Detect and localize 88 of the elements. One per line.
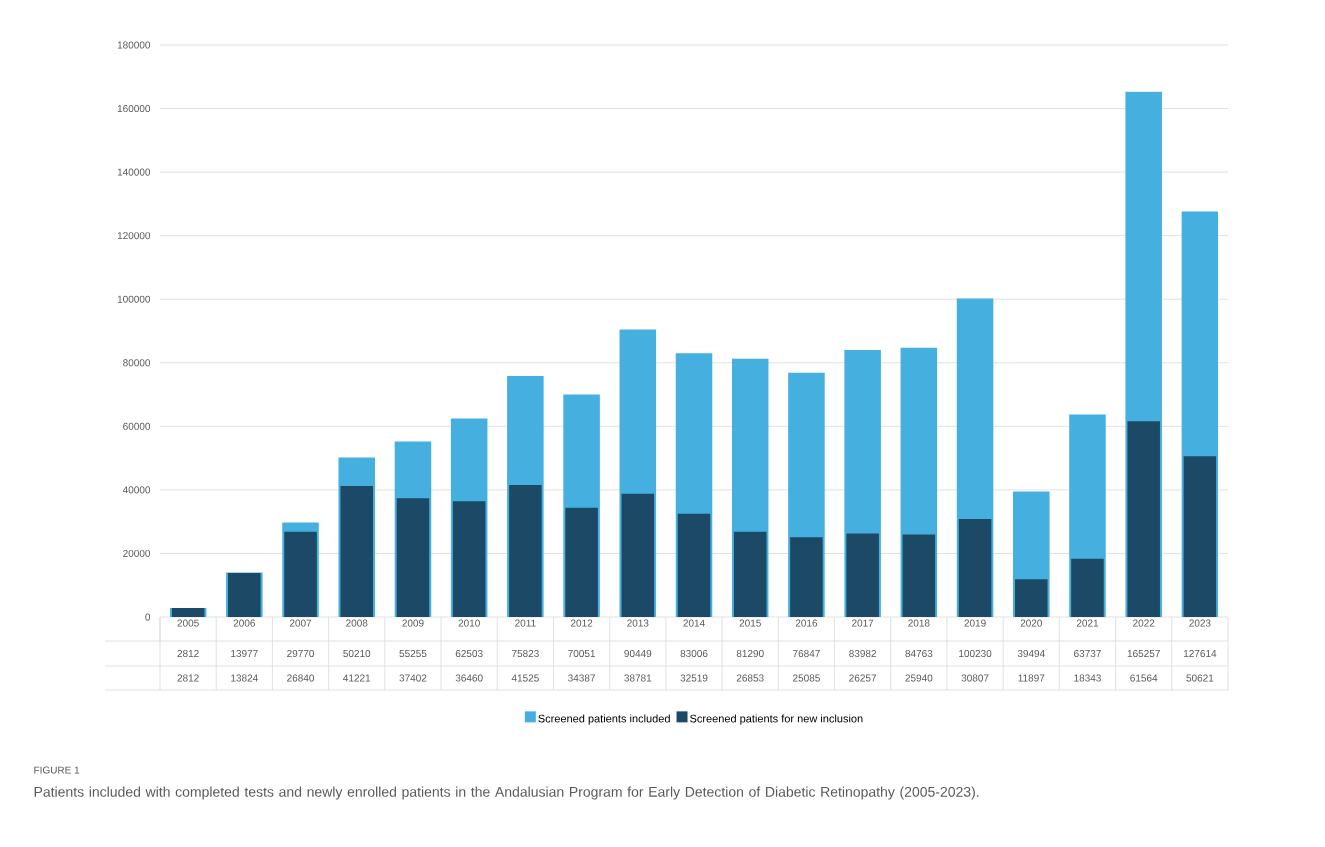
data-label: 36460	[455, 674, 483, 682]
data-label: 83982	[849, 649, 877, 658]
bar	[677, 513, 711, 617]
data-label: 55255	[399, 649, 427, 658]
bar	[284, 531, 317, 617]
y-tick-label: 140000	[117, 168, 151, 176]
data-label: 75823	[511, 649, 539, 658]
x-tick-label: 2022	[1133, 619, 1155, 627]
bar	[565, 507, 598, 617]
data-label: 32519	[680, 674, 708, 682]
x-tick-label: 2016	[795, 619, 818, 627]
text: Patients included with completed tests and newly enrolled patients in the Andalusian Program for Early Detection of Diabetic Retinopathy (2005-2023).	[34, 786, 979, 800]
data-label: 26257	[849, 674, 877, 682]
bar	[621, 493, 655, 617]
bar	[958, 519, 992, 617]
x-tick-label: 2014	[683, 619, 705, 627]
bar	[733, 531, 767, 617]
x-tick-label: 2007	[289, 619, 312, 627]
bar	[340, 486, 374, 617]
x-tick-label: 2009	[402, 619, 424, 627]
data-label: 2812	[177, 649, 199, 658]
data-label: 50621	[1186, 674, 1214, 682]
data-label: 29770	[287, 649, 315, 658]
data-label: 26840	[287, 674, 315, 682]
y-tick-label: 20000	[123, 549, 151, 557]
bar	[1127, 421, 1160, 617]
bar	[509, 485, 542, 617]
data-label: 37402	[399, 674, 427, 682]
x-tick-label: 2015	[739, 619, 761, 627]
legend-label: Screened patients for new inclusion	[690, 714, 863, 725]
x-tick-label: 2013	[627, 619, 649, 627]
y-tick-label: 160000	[117, 105, 151, 113]
y-tick-label: 180000	[117, 41, 151, 49]
data-label: 61564	[1130, 674, 1158, 682]
y-tick-label: 60000	[123, 422, 151, 430]
data-label: 39494	[1017, 649, 1045, 658]
data-label: 41525	[511, 674, 539, 682]
x-tick-label: 2006	[233, 619, 255, 627]
data-label: 165257	[1127, 649, 1160, 658]
bar	[452, 501, 486, 617]
data-label: 38781	[624, 674, 652, 682]
y-tick-label: 80000	[123, 359, 151, 367]
data-label: 25940	[905, 674, 933, 682]
y-tick-label: 120000	[117, 232, 151, 240]
data-label: 18343	[1074, 674, 1101, 682]
data-label: 26853	[736, 674, 764, 682]
x-tick-label: 2005	[177, 619, 199, 627]
data-label: 81290	[736, 649, 764, 658]
x-tick-label: 2019	[964, 619, 986, 627]
data-label: 76847	[793, 649, 820, 658]
bar	[1183, 456, 1217, 617]
data-label: 127614	[1183, 649, 1217, 658]
data-label: 34387	[568, 674, 595, 682]
legend-label: Screened patients included	[538, 714, 670, 725]
x-tick-label: 2017	[852, 619, 874, 627]
x-tick-label: 2023	[1189, 619, 1211, 627]
x-tick-label: 2010	[458, 619, 480, 627]
data-label: 13824	[231, 674, 258, 682]
caption: FIGURE 1	[34, 766, 80, 774]
x-tick-label: 2018	[908, 619, 930, 627]
y-tick-label: 0	[145, 613, 151, 621]
data-label: 62503	[455, 649, 483, 658]
data-label: 90449	[624, 649, 652, 658]
x-tick-label: 2008	[346, 619, 368, 627]
y-tick-label: 100000	[117, 295, 151, 303]
data-label: 63737	[1074, 649, 1101, 658]
data-label: 25085	[793, 674, 820, 682]
x-tick-label: 2011	[515, 619, 536, 627]
data-label: 30807	[961, 674, 989, 682]
data-label: 41221	[343, 674, 371, 682]
x-tick-label: 2021	[1076, 619, 1099, 627]
bar	[902, 534, 936, 617]
data-label: 70051	[568, 649, 595, 658]
bar	[790, 537, 823, 617]
data-label: 100230	[959, 649, 992, 658]
bar	[1015, 579, 1048, 617]
bar	[846, 533, 879, 617]
bar	[396, 498, 430, 617]
data-label: 13977	[231, 649, 258, 658]
data-label: 50210	[343, 649, 371, 658]
x-tick-label: 2020	[1020, 619, 1042, 627]
data-label: 84763	[905, 649, 933, 658]
data-label: 83006	[680, 649, 708, 658]
data-label: 11897	[1018, 674, 1045, 682]
x-tick-label: 2012	[570, 619, 593, 627]
y-tick-label: 40000	[122, 486, 151, 494]
bar	[1071, 558, 1104, 617]
data-label: 2812	[177, 674, 199, 682]
